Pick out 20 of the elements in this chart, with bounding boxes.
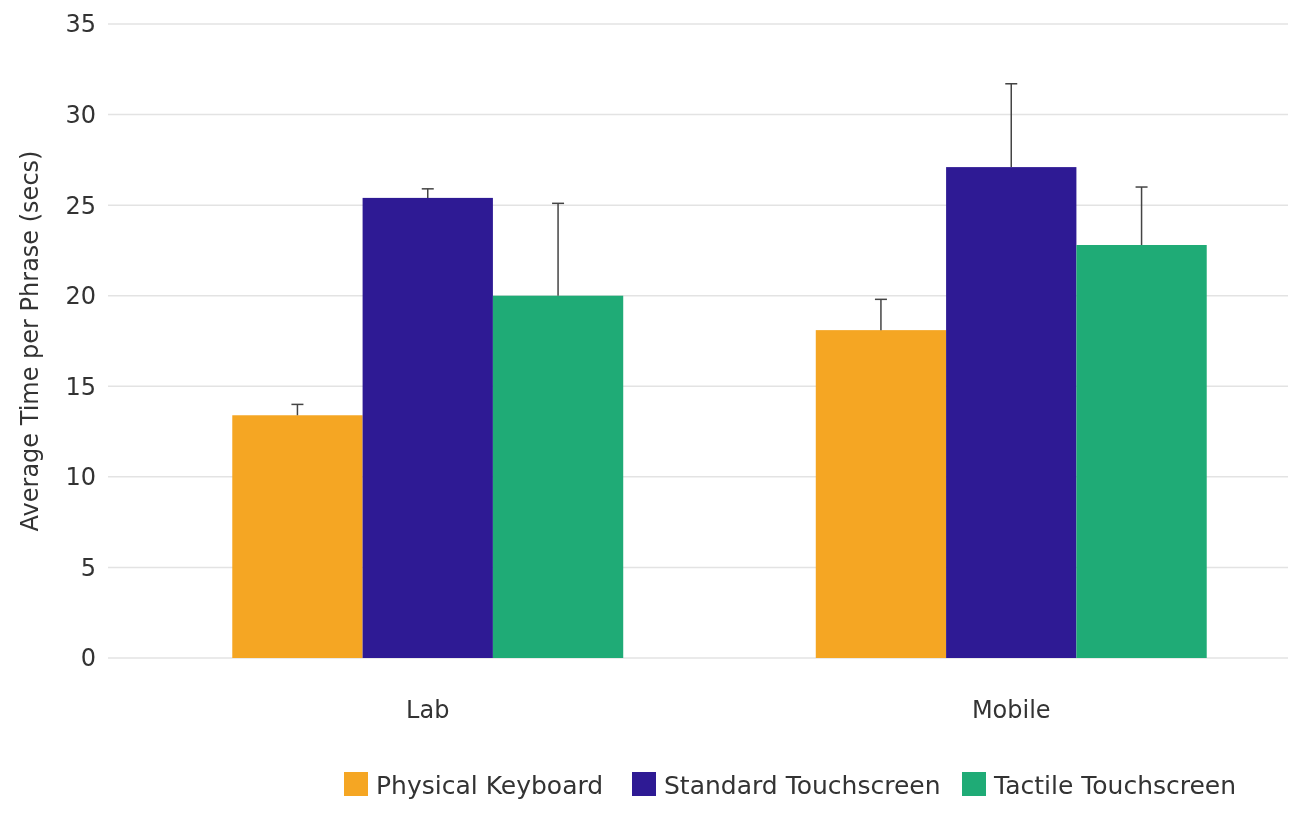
y-tick-label: 35 bbox=[65, 10, 96, 39]
bar bbox=[232, 415, 363, 658]
bar bbox=[815, 330, 947, 658]
y-tick-label: 30 bbox=[65, 100, 96, 129]
y-tick-label: 20 bbox=[65, 282, 96, 311]
bar bbox=[1076, 244, 1207, 658]
bar bbox=[362, 197, 493, 658]
legend-label: Tactile Touchscreen bbox=[993, 771, 1237, 800]
y-tick-label: 0 bbox=[80, 644, 96, 673]
y-tick-label: 15 bbox=[65, 372, 96, 401]
bar bbox=[946, 167, 1077, 658]
x-tick-label: Mobile bbox=[971, 696, 1051, 724]
y-tick-label: 10 bbox=[65, 463, 96, 492]
y-axis-title: Average Time per Phrase (secs) bbox=[16, 150, 44, 532]
y-tick-label: 25 bbox=[65, 191, 96, 220]
y-tick-label: 5 bbox=[80, 553, 96, 582]
x-tick-label: Lab bbox=[406, 696, 450, 724]
legend-label: Standard Touchscreen bbox=[664, 771, 941, 800]
legend-label: Physical Keyboard bbox=[376, 771, 604, 800]
bar bbox=[492, 295, 624, 658]
